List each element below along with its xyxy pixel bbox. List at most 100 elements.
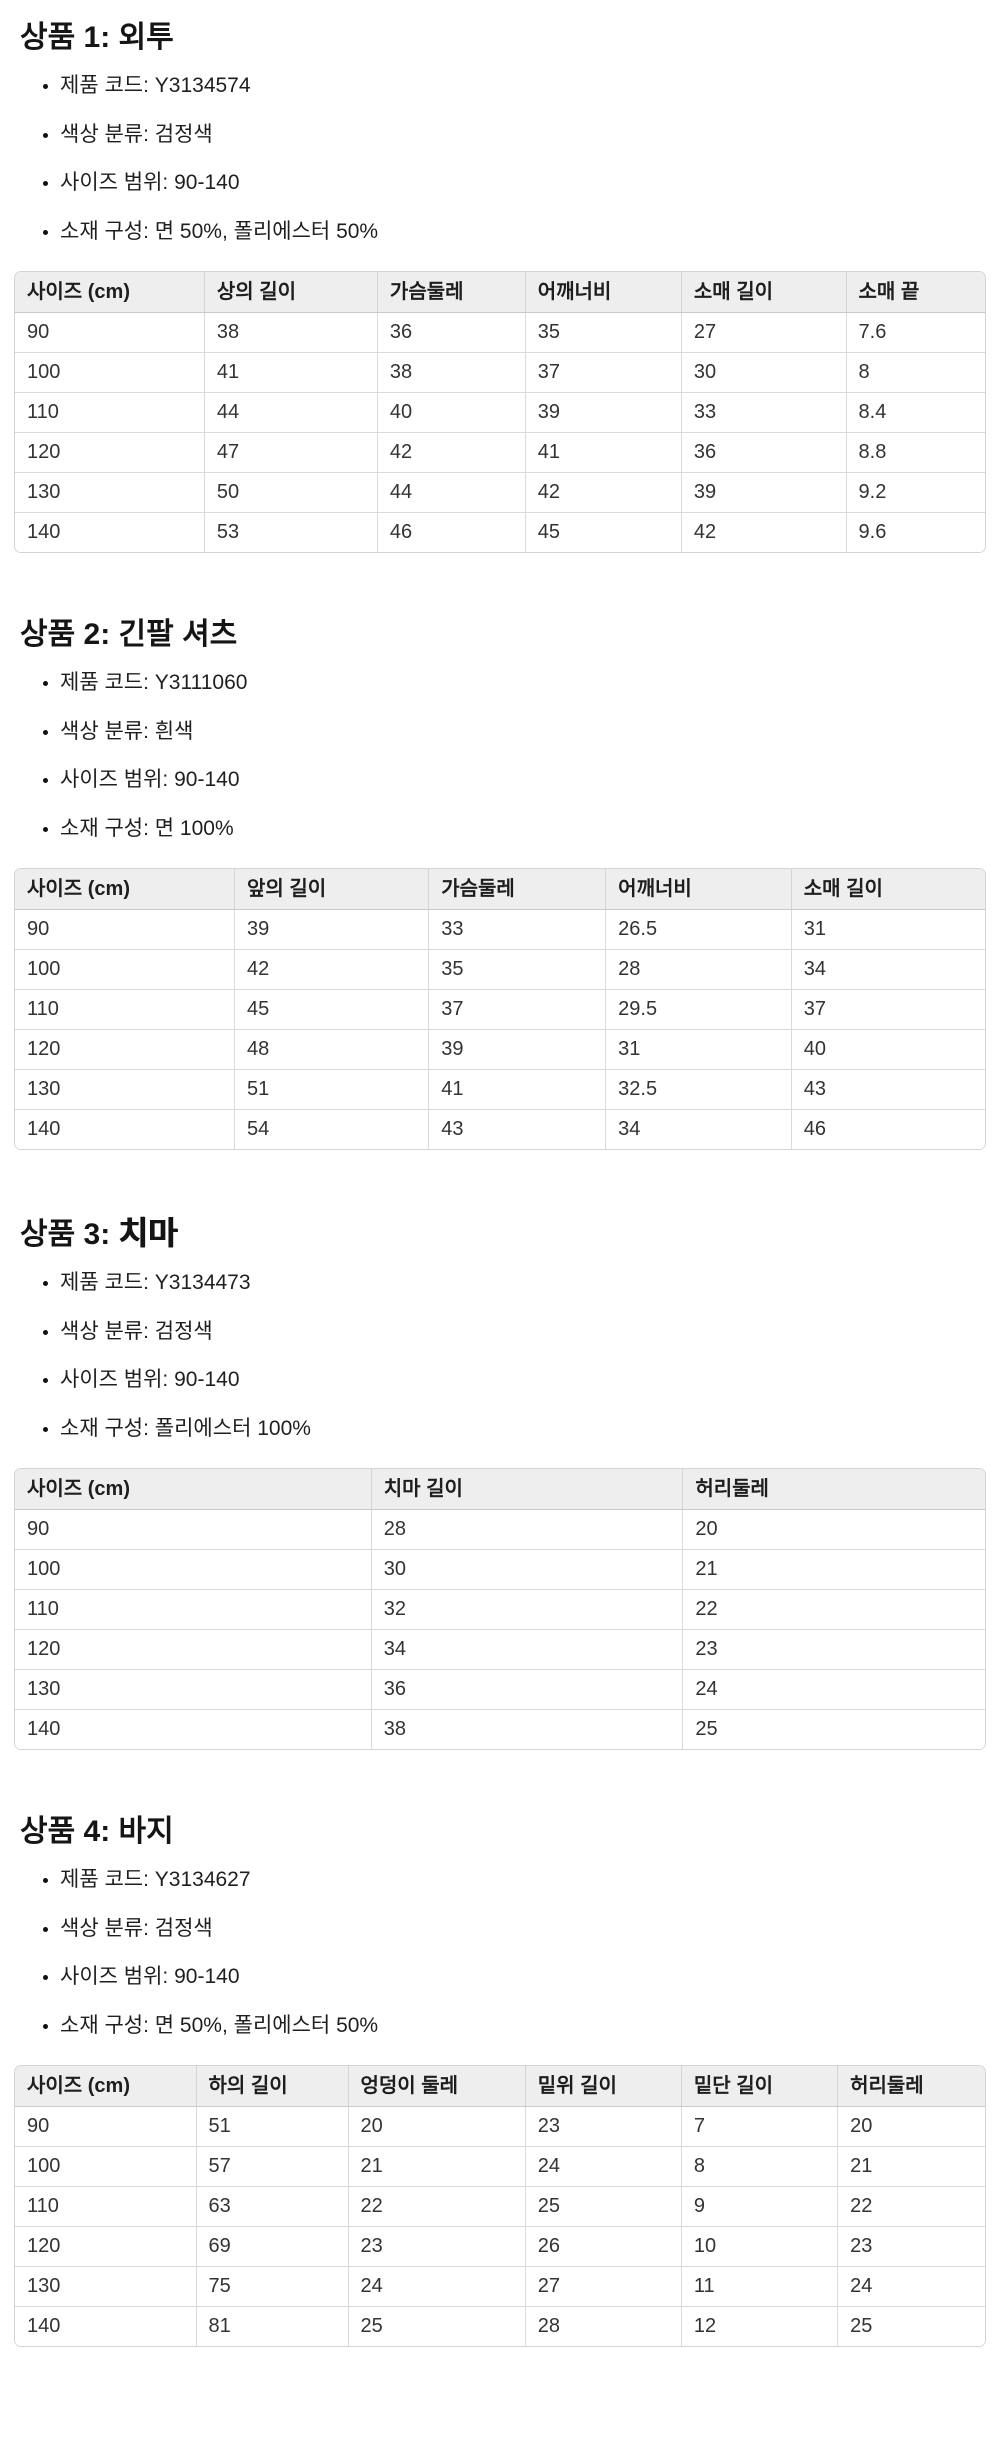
table-cell: 38	[370, 1709, 684, 1749]
product-spec-list: 제품 코드: Y3134574 색상 분류: 검정색사이즈 범위: 90-140 소…	[20, 70, 986, 247]
table-row: 130 51 41 32.5 43	[15, 1069, 985, 1110]
table-row: 120 69 23 26 10 23	[15, 2226, 985, 2267]
table-row: 140 53 46 45 42 9.6	[15, 512, 985, 552]
product-spec-list: 제품 코드: Y3134473 색상 분류: 검정색사이즈 범위: 90-140 소…	[20, 1267, 986, 1444]
table-cell: 100	[15, 2146, 197, 2187]
table-cell: 22	[837, 2186, 985, 2227]
table-cell: 20	[682, 1509, 985, 1550]
table-row: 120 48 39 31 40	[15, 1029, 985, 1070]
table-cell: 63	[195, 2186, 349, 2227]
table-cell: 11	[680, 2266, 839, 2307]
table-row: 110 45 37 29.5 37	[15, 989, 985, 1030]
table-cell: 28	[524, 2306, 682, 2346]
product-title-name: 외투	[118, 21, 174, 54]
table-cell: 42	[524, 472, 682, 513]
spec-item: 색상 분류: 흰색	[60, 716, 986, 748]
table-cell: 10	[680, 2226, 839, 2267]
column-header: 어깨너비	[524, 272, 682, 313]
header-row: 사이즈 (cm) 앞의 길이 가슴둘레 어깨너비 소매 길이	[15, 869, 985, 910]
table-cell: 22	[347, 2186, 526, 2227]
table-row: 90 38 36 35 27 7.6	[15, 312, 985, 353]
table-cell: 28	[605, 949, 792, 990]
table-cell: 26.5	[605, 909, 792, 950]
table-row: 100 41 38 37 30 8	[15, 352, 985, 393]
product-title: 상품 3: 치마	[20, 1214, 986, 1253]
column-header: 가슴둘레	[428, 869, 607, 910]
product-title: 상품 1: 외투	[20, 20, 986, 56]
table-cell: 57	[195, 2146, 349, 2187]
spec-item: 사이즈 범위: 90-140	[60, 167, 986, 199]
table-cell: 120	[15, 2226, 197, 2267]
table-cell: 90	[15, 312, 205, 353]
table-row: 120 47 42 41 36 8.8	[15, 432, 985, 473]
table-cell: 23	[837, 2226, 985, 2267]
table-cell: 34	[370, 1629, 684, 1670]
column-header: 가슴둘레	[376, 272, 526, 313]
column-header: 앞의 길이	[234, 869, 430, 910]
spec-item: 제품 코드: Y3134574	[60, 70, 986, 102]
table-cell: 130	[15, 2266, 197, 2307]
table-cell: 34	[605, 1109, 792, 1149]
table-cell: 35	[524, 312, 682, 353]
product-title: 상품 4: 바지	[20, 1814, 986, 1850]
table-cell: 130	[15, 1069, 236, 1110]
spec-item: 제품 코드: Y3111060	[60, 667, 986, 699]
table-cell: 90	[15, 909, 236, 950]
column-header: 하의 길이	[195, 2066, 349, 2107]
product-spec-list: 제품 코드: Y3111060 색상 분류: 흰색사이즈 범위: 90-140 소재…	[20, 667, 986, 844]
size-table-wrapper: 사이즈 (cm) 앞의 길이 가슴둘레 어깨너비 소매 길이 90 39 33 26.5 31 10…	[14, 868, 986, 1150]
table-cell: 44	[376, 472, 526, 513]
table-cell: 39	[234, 909, 430, 950]
product-title-name: 바지	[118, 1815, 174, 1848]
table-cell: 110	[15, 2186, 197, 2227]
table-cell: 23	[347, 2226, 526, 2267]
product-title-prefix: 상품 4:	[20, 1815, 119, 1848]
size-table: 사이즈 (cm) 상의 길이 가슴둘레 어깨너비 소매 길이 소매 끝 90 38 36 35 27…	[15, 272, 985, 552]
size-table: 사이즈 (cm) 치마 길이 허리둘레 90 28 20 100 30 21 110 32 22 120…	[15, 1469, 985, 1749]
spec-item: 색상 분류: 검정색	[60, 1316, 986, 1348]
table-row: 90 39 33 26.5 31	[15, 909, 985, 950]
table-row: 140 54 43 34 46	[15, 1109, 985, 1149]
table-cell: 23	[682, 1629, 985, 1670]
column-header: 어깨너비	[605, 869, 792, 910]
table-cell: 54	[234, 1109, 430, 1149]
table-cell: 25	[524, 2186, 682, 2227]
table-cell: 33	[680, 392, 847, 433]
product-section-4: 상품 4: 바지 제품 코드: Y3134627 색상 분류: 검정색사이즈 범위…	[14, 1814, 986, 2347]
column-header: 사이즈 (cm)	[15, 869, 236, 910]
product-spec-list: 제품 코드: Y3134627 색상 분류: 검정색사이즈 범위: 90-140 소…	[20, 1864, 986, 2041]
table-cell: 21	[347, 2146, 526, 2187]
spec-item: 색상 분류: 검정색	[60, 1913, 986, 1945]
spec-item: 사이즈 범위: 90-140	[60, 1364, 986, 1396]
table-cell: 45	[524, 512, 682, 552]
table-cell: 24	[524, 2146, 682, 2187]
table-cell: 36	[680, 432, 847, 473]
table-cell: 43	[428, 1109, 607, 1149]
table-cell: 100	[15, 1549, 372, 1590]
spec-item: 소재 구성: 면 100%	[60, 813, 986, 845]
table-cell: 28	[370, 1509, 684, 1550]
table-cell: 38	[376, 352, 526, 393]
size-table: 사이즈 (cm) 하의 길이 엉덩이 둘레 밑위 길이 밑단 길이 허리둘레 90 51 20 2…	[15, 2066, 985, 2346]
table-cell: 12	[680, 2306, 839, 2346]
table-cell: 39	[524, 392, 682, 433]
size-table-wrapper: 사이즈 (cm) 치마 길이 허리둘레 90 28 20 100 30 21 110 32 22 120…	[14, 1468, 986, 1750]
column-header: 소매 길이	[790, 869, 985, 910]
table-cell: 30	[680, 352, 847, 393]
table-cell: 8.4	[845, 392, 985, 433]
product-title-name: 치마	[118, 1215, 178, 1251]
table-cell: 37	[524, 352, 682, 393]
size-table: 사이즈 (cm) 앞의 길이 가슴둘레 어깨너비 소매 길이 90 39 33 26.5 31 10…	[15, 869, 985, 1149]
table-cell: 36	[370, 1669, 684, 1710]
column-header: 엉덩이 둘레	[347, 2066, 526, 2107]
table-cell: 140	[15, 512, 205, 552]
product-title-prefix: 상품 3:	[20, 1218, 119, 1251]
table-cell: 41	[203, 352, 378, 393]
table-cell: 31	[605, 1029, 792, 1070]
column-header: 소매 길이	[680, 272, 847, 313]
table-cell: 31	[790, 909, 985, 950]
table-cell: 21	[682, 1549, 985, 1590]
spec-item: 제품 코드: Y3134473	[60, 1267, 986, 1299]
table-cell: 25	[837, 2306, 985, 2346]
column-header: 사이즈 (cm)	[15, 272, 205, 313]
